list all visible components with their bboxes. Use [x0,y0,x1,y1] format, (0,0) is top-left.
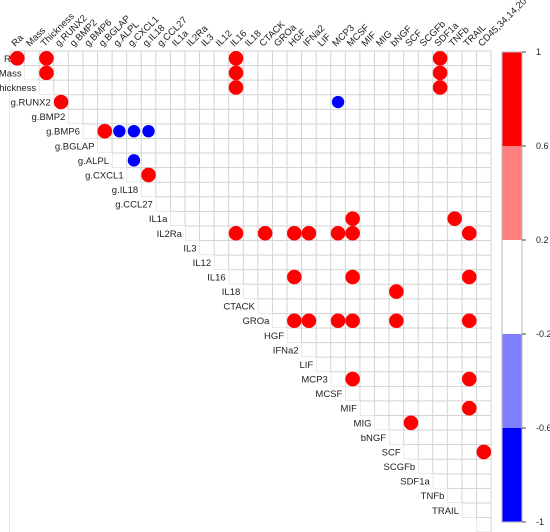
row-label-groa: GROa [243,316,271,327]
row-label-bngf: bNGF [361,433,387,444]
correlation-dot-groa-bngf [389,313,404,329]
correlation-dot-g-runx2-g-runx2 [53,94,69,110]
row-label-g-il18: g.IL18 [112,185,138,196]
correlation-dot-g-cxcl1-g-il18 [141,167,156,183]
row-label-scf: SCF [382,447,401,458]
row-label-g-cxcl1: g.CXCL1 [85,170,124,181]
row-label-g-alpl: g.ALPL [78,156,109,167]
row-label-mcsf: MCSF [315,389,342,400]
row-label-mig: MIG [354,418,372,429]
colorbar-tick-label: -0.6 [536,423,550,433]
colorbar-band [502,240,522,334]
row-label-trail: TRAIL [432,506,459,517]
row-label-g-ccl27: g.CCL27 [115,200,153,211]
correlation-dot-il1a-tnfb [447,211,462,226]
row-label-il3: IL3 [183,243,196,254]
correlation-dot-il2ra-ctack [257,225,273,241]
correlation-dot-groa-hgf [287,313,302,329]
correlation-dot-il18-bngf [389,284,404,299]
correlation-dot-ra-il16 [228,51,244,66]
colorbar-frame [501,51,523,523]
correlation-dot-g-bmp6-g-il18 [142,124,155,138]
correlation-dot-il2ra-hgf [287,225,302,241]
correlation-dot-mcp3-mcsf [345,371,360,387]
correlation-dot-groa-mcp3 [330,313,346,329]
row-label-tnfb: TNFb [421,491,445,502]
row-label-lif: LIF [299,360,313,371]
row-label-g-bglap: g.BGLAP [55,141,95,152]
row-label-il12: IL12 [193,258,212,269]
row-label-sdf1a: SDF1a [400,477,430,488]
colorbar-band [502,52,522,146]
correlation-dot-g-bmp6-g-alpl [113,124,126,138]
correlation-dot-ra-ra [10,51,25,66]
row-label-g-bmp6: g.BMP6 [46,127,80,138]
correlation-dot-mig-scf [403,415,419,431]
correlation-dot-il2ra-mcsf [345,225,360,241]
colorbar-band [502,146,522,240]
row-label-mif: MIF [341,404,358,415]
row-label-il16: IL16 [207,272,226,283]
colorbar-band [502,428,522,522]
correlation-dot-g-runx2-mcp3 [331,95,345,109]
correlation-dot-mcp3-trail [461,371,477,387]
correlation-dot-ra-sdf1a [432,51,448,66]
colorbar-tick-label: 0.2 [536,235,549,245]
colorbar-tick-label: -0.2 [536,329,550,339]
row-label-ctack: CTACK [223,302,255,313]
row-label-g-bmp2: g.BMP2 [32,112,66,123]
correlation-dot-il2ra-il16 [228,225,244,241]
correlation-dot-il2ra-trail [461,225,477,241]
correlation-dot-g-alpl-g-cxcl1 [127,154,141,167]
correlation-dot-il1a-mcsf [345,211,360,226]
row-label-mass: Mass [0,68,22,79]
colorbar-tick-label: 0.6 [536,141,549,151]
colorbar-band [502,334,522,428]
correlation-dot-il16-mcsf [345,269,360,285]
correlation-dot-thickness-sdf1a [432,80,448,95]
correlation-dot-g-bmp6-g-bglap [97,123,113,139]
row-label-il18: IL18 [222,287,241,298]
correlation-dot-il16-trail [461,269,477,285]
row-label-mcp3: MCP3 [301,375,327,386]
row-label-g-runx2: g.RUNX2 [11,98,51,109]
correlation-dot-ra-thickness [39,51,54,66]
row-label-hgf: HGF [264,331,284,342]
correlation-dot-thickness-il16 [228,80,244,95]
lower-triangle-mask [10,51,477,532]
correlation-dot-scf-cd45-34-14-20 [476,444,492,460]
correlation-dot-groa-mcsf [345,313,360,329]
correlation-dot-g-bmp6-g-cxcl1 [127,124,141,138]
row-label-ifna2: IFNa2 [273,345,299,356]
colorbar-tick-label: 1 [536,47,541,57]
colorbar-tick-label: -1 [536,517,544,527]
correlation-dot-il2ra-mcp3 [330,225,346,241]
column-label-cd45-34-14-20: CD45,34,14,20 [476,0,529,49]
row-label-thickness: Thickness [0,83,36,94]
row-label-il1a: IL1a [149,214,168,225]
correlation-dot-mif-trail [461,400,477,416]
correlation-dot-il2ra-ifna2 [301,225,317,241]
correlation-dot-mass-thickness [39,65,54,81]
correlation-dot-groa-trail [461,313,477,329]
row-label-scgfb: SCGFb [384,462,416,473]
correlation-dot-groa-ifna2 [301,313,317,329]
correlation-dot-il16-hgf [287,269,302,285]
row-label-il2ra: IL2Ra [157,229,183,240]
correlation-dot-mass-sdf1a [432,65,448,81]
correlation-dot-mass-il16 [228,65,244,81]
